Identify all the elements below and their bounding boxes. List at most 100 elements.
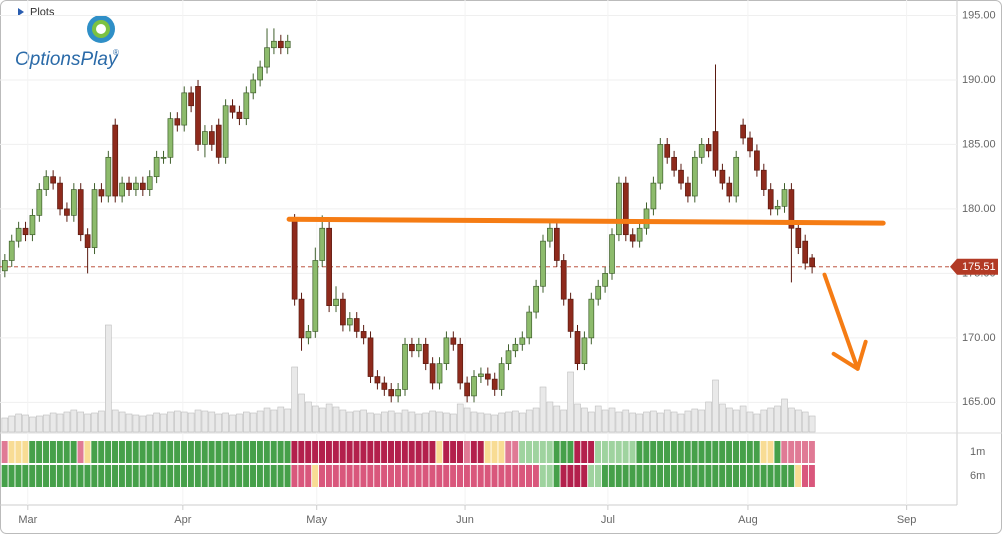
strip-cell <box>429 465 436 487</box>
strip-cell <box>622 441 629 463</box>
candle-body <box>257 66 263 81</box>
candle-body <box>91 189 98 248</box>
candle-body <box>678 169 684 184</box>
volume-bar <box>132 414 140 433</box>
candle-body <box>243 92 250 119</box>
volume-bar <box>111 409 119 433</box>
strip-cell <box>29 441 36 463</box>
volume-bar <box>70 409 78 433</box>
candle-body <box>471 376 477 397</box>
strip-cell <box>194 441 201 463</box>
strip-cell <box>187 441 194 463</box>
strip-cell <box>657 465 664 487</box>
strip-cell <box>181 465 188 487</box>
strip-cell <box>15 465 22 487</box>
strip-cell <box>167 441 174 463</box>
candle-body <box>540 240 546 287</box>
candle-body <box>112 124 119 197</box>
strip-cell <box>519 465 526 487</box>
candle-body <box>498 363 505 390</box>
candle-body <box>429 363 436 384</box>
strip-cell <box>367 465 374 487</box>
strip-cell <box>84 465 91 487</box>
volume-bar <box>767 407 775 433</box>
strip-cell <box>436 465 443 487</box>
strip-cell <box>526 441 533 463</box>
plots-icon[interactable] <box>18 8 24 16</box>
strip-cell <box>139 441 146 463</box>
strip-cell <box>567 441 574 463</box>
strip-cell <box>160 441 167 463</box>
strip-cell <box>353 441 360 463</box>
volume-bar <box>705 401 712 433</box>
strip-cell <box>477 465 484 487</box>
strip-label: 1m <box>970 446 985 458</box>
strip-cell <box>36 465 43 487</box>
strip-cell <box>760 441 767 463</box>
x-tick-label: May <box>306 514 327 526</box>
candle-body <box>609 234 615 274</box>
candle-body <box>567 298 574 332</box>
strip-cell <box>581 465 588 487</box>
strip-cell <box>8 465 15 487</box>
strip-cell <box>215 465 222 487</box>
candle-body <box>519 337 526 345</box>
volume-bar <box>187 412 195 433</box>
candle-body <box>1 260 8 272</box>
volume-bar <box>491 414 499 433</box>
strip-cell <box>498 441 505 463</box>
candle-body <box>174 118 181 126</box>
strip-cell <box>112 465 119 487</box>
candle-body <box>188 92 194 107</box>
strip-cell <box>484 465 491 487</box>
strip-cell <box>760 465 767 487</box>
strip-cell <box>132 465 139 487</box>
volume-bar <box>781 398 788 433</box>
volume-bar <box>801 411 809 433</box>
volume-bar <box>774 405 781 433</box>
volume-bar <box>201 410 209 433</box>
candle-body <box>298 298 305 339</box>
plots-toggle[interactable]: Plots <box>30 6 55 18</box>
candle-body <box>650 182 657 210</box>
strip-cell <box>560 465 567 487</box>
strip-cell <box>167 465 174 487</box>
candle-body <box>581 337 588 365</box>
strip-cell <box>560 441 567 463</box>
strip-cell <box>526 465 533 487</box>
strip-cell <box>726 465 733 487</box>
strip-cell <box>56 465 63 487</box>
strip-cell <box>677 441 684 463</box>
candle-body <box>636 227 643 242</box>
strip-cell <box>346 465 353 487</box>
strip-cell <box>243 465 250 487</box>
volume-bar <box>36 415 43 433</box>
strip-cell <box>698 441 705 463</box>
strip-cell <box>346 441 353 463</box>
candle-body <box>264 47 270 68</box>
strip-cell <box>1 441 8 463</box>
candle-body <box>664 144 671 158</box>
arrow-head <box>831 339 868 371</box>
strip-cell <box>788 465 795 487</box>
volume-bar <box>484 413 492 433</box>
volume-bar <box>374 413 381 433</box>
candle-body <box>353 318 360 332</box>
volume-bar <box>553 405 561 433</box>
candle-body <box>726 182 733 197</box>
strip-cell <box>788 441 795 463</box>
strip-cell <box>553 465 560 487</box>
volume-bar <box>477 412 485 433</box>
volume-bar <box>560 409 568 433</box>
strip-cell <box>277 465 284 487</box>
strip-cell <box>194 465 201 487</box>
strip-cell <box>477 441 484 463</box>
candle-body <box>15 227 22 242</box>
strip-cell <box>339 441 346 463</box>
candle-body <box>381 382 388 390</box>
strip-cell <box>98 441 105 463</box>
strip-cell <box>125 465 132 487</box>
candle-body <box>698 144 705 158</box>
candle-body <box>133 182 139 190</box>
volume-bar <box>525 409 533 433</box>
